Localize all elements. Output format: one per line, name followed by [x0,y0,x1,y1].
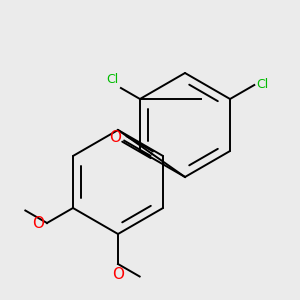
Text: Cl: Cl [256,79,268,92]
Text: O: O [32,215,44,230]
Text: O: O [112,267,124,282]
Text: Cl: Cl [107,73,119,86]
Text: O: O [110,130,122,145]
